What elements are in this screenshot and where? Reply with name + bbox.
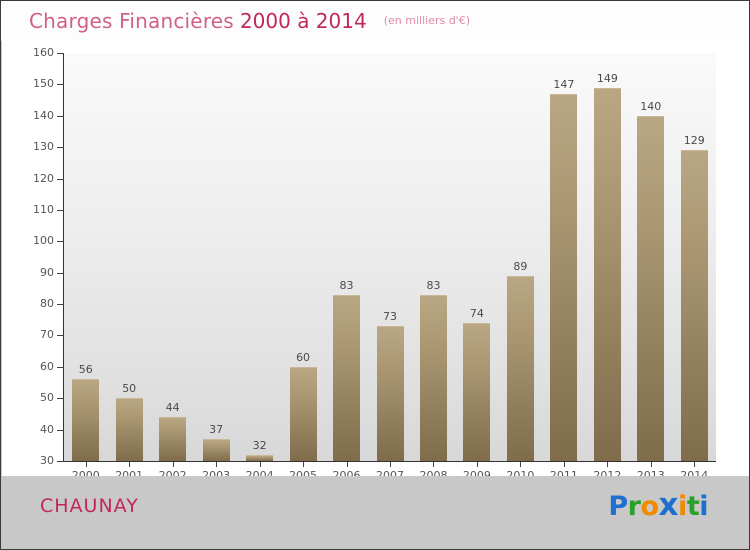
- bar-value-label: 83: [426, 278, 441, 292]
- y-axis-label: 40: [40, 422, 54, 436]
- y-axis-label: 80: [40, 297, 54, 311]
- bar: [681, 150, 708, 461]
- bar: [333, 295, 360, 461]
- y-axis-tick: [57, 209, 64, 211]
- bar: [420, 295, 447, 461]
- y-axis-label: 110: [33, 202, 54, 216]
- y-axis-label: 130: [33, 140, 54, 154]
- bar: [203, 439, 230, 461]
- x-axis-tick: [433, 462, 434, 467]
- bar-value-label: 83: [339, 278, 354, 292]
- bar: [507, 276, 534, 461]
- x-axis-tick: [303, 462, 304, 467]
- y-axis-tick: [57, 53, 64, 54]
- x-axis-tick: [651, 462, 652, 467]
- proxiti-logo[interactable]: Proxiti: [608, 488, 708, 524]
- page-title-years: 2000 à 2014: [239, 9, 367, 33]
- bar-value-label: 37: [209, 423, 224, 437]
- logo-letter: o: [640, 491, 659, 522]
- x-axis-tick: [607, 462, 608, 467]
- bar-value-label: 44: [165, 401, 180, 415]
- y-axis-label: 140: [33, 108, 54, 122]
- y-axis-label: 90: [40, 265, 54, 279]
- chart-header: Charges Financières 2000 à 2014 (en mill…: [1, 1, 749, 41]
- bar: [377, 326, 404, 461]
- y-axis-label: 150: [33, 77, 54, 91]
- bar-value-label: 56: [78, 363, 93, 377]
- y-axis-line: [63, 53, 64, 462]
- commune-label: CHAUNAY: [40, 495, 139, 517]
- y-axis-label: 30: [40, 454, 54, 467]
- y-axis-tick: [57, 304, 64, 306]
- y-axis-tick: [57, 429, 64, 431]
- bar-value-label: 73: [383, 310, 397, 324]
- y-axis-label: 50: [40, 391, 54, 405]
- logo-letter: t: [686, 491, 700, 522]
- bar-value-label: 147: [553, 77, 575, 91]
- y-axis-tick: [57, 272, 64, 274]
- page-subtitle: (en milliers d'€): [383, 13, 470, 27]
- x-axis-tick: [347, 462, 348, 467]
- logo-letter: i: [678, 491, 687, 522]
- bar-value-label: 129: [683, 134, 705, 148]
- bar: [72, 379, 99, 461]
- bar: [290, 367, 317, 461]
- x-axis-tick: [173, 462, 174, 467]
- logo-letter: r: [627, 491, 641, 522]
- y-axis-tick: [57, 241, 64, 243]
- x-axis-line: [63, 461, 716, 462]
- y-axis-label: 60: [40, 359, 54, 373]
- y-axis-tick: [57, 398, 64, 400]
- bar: [159, 417, 186, 461]
- bar-value-label: 32: [252, 438, 267, 452]
- bar: [463, 323, 490, 461]
- logo-letter: P: [608, 491, 628, 522]
- x-axis-tick: [390, 462, 391, 467]
- bar: [246, 455, 273, 461]
- chart-footer: CHAUNAY Proxiti: [2, 476, 749, 549]
- y-axis-tick: [57, 115, 64, 117]
- bar-value-label: 50: [122, 382, 137, 396]
- bar: [550, 94, 577, 461]
- y-axis-tick: [57, 178, 64, 180]
- y-axis-tick: [57, 335, 64, 337]
- logo-letter: x: [658, 487, 679, 523]
- y-axis-tick: [57, 147, 64, 149]
- y-axis-tick: [57, 366, 64, 368]
- page-title: Charges Financières: [29, 9, 234, 33]
- x-axis-tick: [86, 462, 87, 467]
- bar: [116, 398, 143, 461]
- x-axis-tick: [477, 462, 478, 467]
- x-axis-tick: [129, 462, 130, 467]
- y-axis-label: 100: [33, 234, 54, 248]
- bar-value-label: 89: [513, 259, 528, 273]
- bar-value-label: 60: [296, 350, 311, 364]
- y-axis-tick: [57, 84, 64, 86]
- y-axis-label: 160: [33, 46, 54, 59]
- x-axis-tick: [216, 462, 217, 467]
- bar-value-label: 149: [596, 71, 618, 85]
- x-axis-tick: [260, 462, 261, 467]
- x-axis-tick: [520, 462, 521, 467]
- x-axis-tick: [694, 462, 695, 467]
- y-axis-tick: [57, 461, 64, 462]
- logo-letter: i: [699, 491, 708, 522]
- x-axis-tick: [564, 462, 565, 467]
- y-axis-label: 120: [33, 171, 54, 185]
- bar: [594, 88, 621, 461]
- bar-value-label: 140: [640, 99, 662, 113]
- bar: [637, 116, 664, 461]
- y-axis-label: 70: [40, 328, 54, 342]
- bar-value-label: 74: [469, 306, 484, 320]
